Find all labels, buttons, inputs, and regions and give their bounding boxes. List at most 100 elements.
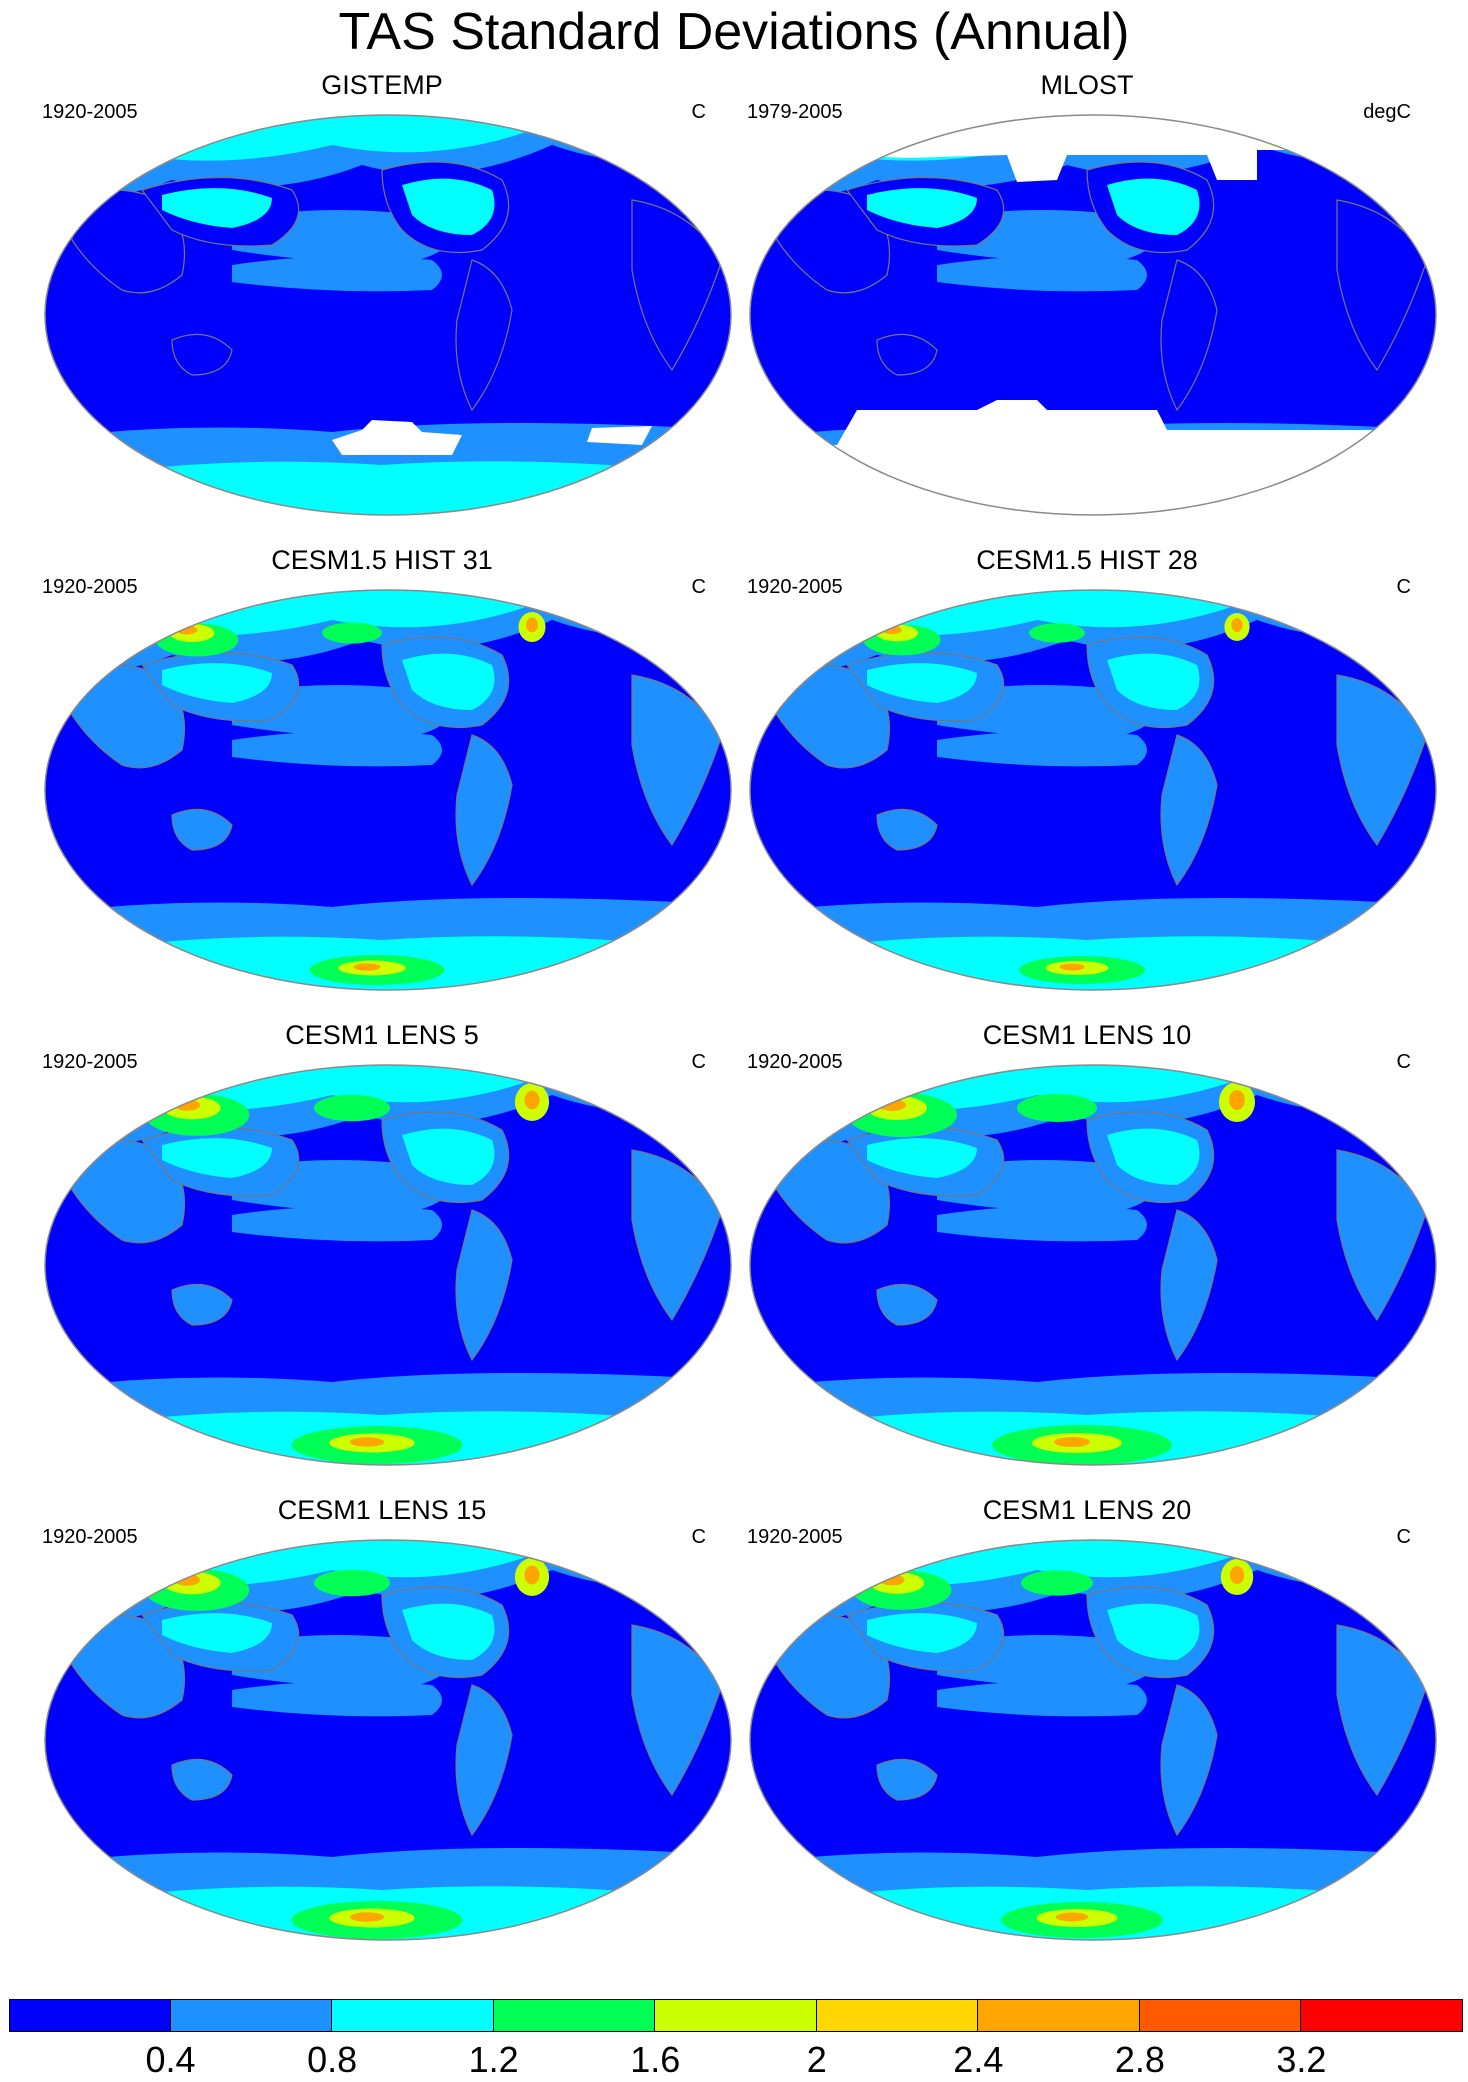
land-mass — [776, 1139, 890, 1244]
panel-title: CESM1 LENS 15 — [277, 1495, 487, 1525]
land-mass — [1160, 1209, 1218, 1362]
land-mass — [776, 1614, 890, 1719]
land-mass — [876, 1758, 938, 1801]
colorbar-label: 2.4 — [953, 2039, 1004, 2080]
map-outline — [44, 1539, 732, 1941]
enso-tongue — [937, 256, 1147, 292]
enso-tongue — [937, 1681, 1147, 1717]
land-mass — [455, 1684, 513, 1837]
global-map — [749, 1539, 1437, 1941]
colorbar-label: 1.2 — [468, 2039, 519, 2080]
map-panel: CESM1 LENS 5 1920-2005 C — [32, 1020, 732, 1470]
map-panel: CESM1.5 HIST 31 1920-2005 C — [32, 545, 732, 995]
enso-tongue — [937, 1206, 1147, 1242]
map-panel: MLOST 1979-2005 degC — [737, 70, 1437, 520]
global-map — [44, 589, 732, 991]
colorbar-label: 3.2 — [1276, 2039, 1327, 2080]
land-mass — [876, 1283, 938, 1326]
enso-tongue — [232, 731, 442, 767]
land-mass — [631, 674, 723, 847]
colorbar-swatch — [9, 1999, 171, 2032]
panel-units: C — [1396, 1051, 1411, 1073]
global-map — [749, 589, 1437, 991]
panel-units: C — [691, 1526, 706, 1548]
panel-period: 1920-2005 — [42, 576, 138, 598]
land-mass — [1336, 199, 1428, 372]
colorbar-swatch — [978, 1999, 1140, 2032]
panel-units: C — [1396, 1526, 1411, 1548]
global-map — [749, 114, 1437, 516]
map-outline — [749, 114, 1437, 516]
enso-tongue — [937, 731, 1147, 767]
land-mass — [1160, 734, 1218, 887]
panel-title: MLOST — [1040, 70, 1134, 100]
land-mass — [1336, 1149, 1428, 1322]
colorbar-swatch — [332, 1999, 494, 2032]
land-mass — [631, 1624, 723, 1797]
global-map — [44, 114, 732, 516]
land-mass — [71, 1614, 185, 1719]
colorbar-swatch — [816, 1999, 979, 2032]
land-mass — [171, 1283, 233, 1326]
panel-title: CESM1 LENS 20 — [982, 1495, 1192, 1525]
map-panel: CESM1 LENS 20 1920-2005 C — [737, 1495, 1437, 1945]
panel-title: CESM1.5 HIST 31 — [271, 545, 493, 575]
colorbar-label: 0.8 — [307, 2039, 358, 2080]
map-panel: CESM1.5 HIST 28 1920-2005 C — [737, 545, 1437, 995]
land-mass — [1336, 674, 1428, 847]
colorbar-label: 2 — [806, 2039, 827, 2080]
land-mass — [171, 808, 233, 851]
global-map — [44, 1539, 732, 1941]
map-outline — [44, 1064, 732, 1466]
land-mass — [71, 189, 185, 294]
land-mass — [876, 333, 938, 376]
panel-title: CESM1 LENS 5 — [285, 1020, 479, 1050]
colorbar-label: 0.4 — [145, 2039, 196, 2080]
panel-units: C — [691, 576, 706, 598]
colorbar-swatch — [1139, 1999, 1302, 2032]
global-map — [44, 1064, 732, 1466]
colorbar-swatch — [493, 1999, 656, 2032]
land-mass — [455, 259, 513, 412]
land-mass — [1160, 1684, 1218, 1837]
missing-data — [332, 420, 462, 455]
panel-period: 1920-2005 — [747, 576, 843, 598]
land-mass — [171, 333, 233, 376]
land-mass — [1336, 1624, 1428, 1797]
map-outline — [44, 589, 732, 991]
panel-units: C — [1396, 576, 1411, 598]
panel-units: degC — [1363, 101, 1411, 123]
panel-title: CESM1 LENS 10 — [982, 1020, 1192, 1050]
enso-tongue — [232, 1681, 442, 1717]
panel-title: CESM1.5 HIST 28 — [976, 545, 1198, 575]
colorbar-label: 1.6 — [630, 2039, 681, 2080]
enso-tongue — [232, 1206, 442, 1242]
land-mass — [631, 199, 723, 372]
colorbar-swatch — [1301, 1999, 1463, 2032]
panel-period: 1920-2005 — [747, 1051, 843, 1073]
map-panel: CESM1 LENS 10 1920-2005 C — [737, 1020, 1437, 1470]
global-map — [749, 1064, 1437, 1466]
map-outline — [749, 1539, 1437, 1941]
map-panel: GISTEMP 1920-2005 C — [32, 70, 732, 520]
land-mass — [71, 1139, 185, 1244]
land-mass — [776, 664, 890, 769]
panel-period: 1920-2005 — [42, 101, 138, 123]
land-mass — [171, 1758, 233, 1801]
land-mass — [71, 664, 185, 769]
colorbar-swatch — [655, 1999, 817, 2032]
map-outline — [44, 114, 732, 516]
missing-data — [587, 426, 652, 445]
land-mass — [455, 734, 513, 887]
enso-tongue — [232, 256, 442, 292]
land-mass — [455, 1209, 513, 1362]
panel-units: C — [691, 101, 706, 123]
colorbar-label: 2.8 — [1114, 2039, 1165, 2080]
colorbar-swatch — [170, 1999, 333, 2032]
figure-title: TAS Standard Deviations (Annual) — [338, 3, 1130, 61]
panel-units: C — [691, 1051, 706, 1073]
land-mass — [1160, 259, 1218, 412]
land-mass — [631, 1149, 723, 1322]
map-panel: CESM1 LENS 15 1920-2005 C — [32, 1495, 732, 1945]
panel-period: 1920-2005 — [747, 1526, 843, 1548]
